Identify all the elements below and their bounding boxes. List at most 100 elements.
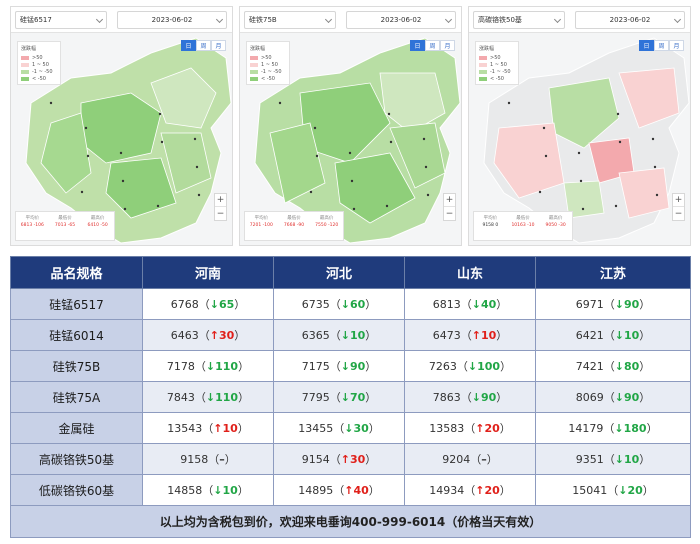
paren-open: （ bbox=[603, 298, 615, 311]
date-select[interactable]: 2023-06-02 bbox=[346, 10, 456, 29]
date-select-value: 2023-06-02 bbox=[609, 15, 651, 24]
city-marker bbox=[426, 193, 430, 197]
date-select[interactable]: 2023-06-02 bbox=[117, 10, 227, 29]
province-region[interactable] bbox=[160, 132, 212, 194]
price-change: 110 bbox=[215, 360, 239, 373]
province-region[interactable] bbox=[618, 167, 670, 219]
price-value: 6473 bbox=[432, 329, 461, 342]
city-marker bbox=[123, 207, 127, 211]
date-select[interactable]: 2023-06-02 bbox=[575, 10, 685, 29]
table-row: 硅锰6517 6768（↓65） 6735（↓60） 6813（↓40） 6971（↓9… bbox=[10, 288, 691, 320]
price-change: 90 bbox=[480, 391, 497, 404]
price-cell: 6365（↓10） bbox=[273, 319, 405, 351]
zoom-in-button[interactable]: + bbox=[444, 195, 455, 207]
period-tab[interactable]: 日 bbox=[410, 40, 425, 51]
paren-close: ） bbox=[499, 422, 511, 435]
header-product: 品名规格 bbox=[10, 256, 143, 289]
price-cell: 13455（↓30） bbox=[273, 412, 405, 444]
period-tab[interactable]: 月 bbox=[669, 40, 684, 51]
stat-label: 最低价 bbox=[287, 216, 301, 221]
zoom-out-button[interactable]: − bbox=[216, 208, 225, 219]
price-cell: 6473（↑10） bbox=[404, 319, 536, 351]
zoom-out-button[interactable]: − bbox=[445, 208, 454, 219]
zoom-control: + − bbox=[214, 193, 227, 221]
province-region[interactable] bbox=[269, 122, 326, 204]
province-region[interactable] bbox=[389, 122, 446, 189]
paren-close: ） bbox=[500, 360, 512, 373]
city-marker bbox=[422, 137, 426, 141]
city-marker bbox=[156, 204, 160, 208]
city-marker bbox=[121, 179, 125, 183]
period-tab[interactable]: 日 bbox=[639, 40, 654, 51]
legend-swatch bbox=[250, 62, 258, 67]
stat-item: 最高价 9050 -30 bbox=[539, 215, 572, 240]
legend-item: >50 bbox=[21, 54, 57, 61]
arrow-down-icon: ↓ bbox=[340, 360, 350, 373]
province-region[interactable] bbox=[563, 180, 605, 219]
product-name: 低碳铬铁60基 bbox=[10, 474, 143, 506]
stat-value: 10163 -10 bbox=[511, 223, 535, 228]
paren-close: ） bbox=[234, 329, 246, 342]
province-region[interactable] bbox=[379, 72, 446, 134]
province-map[interactable] bbox=[11, 33, 233, 246]
price-change: 20 bbox=[484, 422, 500, 435]
arrow-down-icon: ↓ bbox=[618, 484, 628, 497]
product-select[interactable]: 高碳铬铁50基 bbox=[473, 10, 565, 29]
city-marker bbox=[193, 137, 197, 141]
province-map[interactable] bbox=[240, 33, 462, 246]
product-name: 硅铁75A bbox=[10, 381, 143, 413]
price-change: 80 bbox=[623, 360, 640, 373]
city-marker bbox=[309, 190, 313, 194]
footer-note: 以上均为含税包到价，欢迎来电垂询400-999-6014（价格当天有效） bbox=[10, 505, 691, 538]
province-region[interactable] bbox=[150, 67, 217, 129]
period-tab[interactable]: 周 bbox=[425, 40, 440, 51]
city-marker bbox=[538, 190, 542, 194]
period-tab[interactable]: 月 bbox=[440, 40, 455, 51]
city-marker bbox=[581, 207, 585, 211]
paren-close: ） bbox=[365, 391, 377, 404]
product-select[interactable]: 硅锰6517 bbox=[15, 10, 107, 29]
product-select[interactable]: 硅铁75B bbox=[244, 10, 336, 29]
legend-label: < -50 bbox=[32, 75, 46, 82]
zoom-out-button[interactable]: − bbox=[674, 208, 683, 219]
paren-close: ） bbox=[486, 453, 498, 466]
table-row: 硅铁75B 7178（↓110） 7175（↓90） 7263（↓100） 7421（↓… bbox=[10, 350, 691, 382]
city-marker bbox=[160, 140, 164, 144]
price-value: 7795 bbox=[301, 391, 330, 404]
city-marker bbox=[542, 126, 546, 130]
map-legend: 涨跌幅 >50 1 ~ 50 -1 ~ -50 < -50 bbox=[246, 41, 290, 85]
province-region[interactable] bbox=[618, 67, 680, 129]
province-region[interactable] bbox=[105, 157, 177, 219]
zoom-in-button[interactable]: + bbox=[673, 195, 684, 207]
paren-close: ） bbox=[237, 484, 249, 497]
paren-close: ） bbox=[368, 484, 380, 497]
paren-open: （ bbox=[208, 453, 220, 466]
province-map[interactable] bbox=[469, 33, 691, 246]
legend-item: 1 ~ 50 bbox=[250, 61, 286, 68]
province-region[interactable] bbox=[493, 122, 565, 199]
product-name: 金属硅 bbox=[10, 412, 143, 444]
province-region[interactable] bbox=[40, 112, 92, 194]
period-tab[interactable]: 月 bbox=[211, 40, 226, 51]
city-marker bbox=[313, 126, 317, 130]
paren-close: ） bbox=[237, 422, 249, 435]
legend-label: -1 ~ -50 bbox=[490, 68, 511, 75]
paren-close: ） bbox=[238, 391, 250, 404]
zoom-in-button[interactable]: + bbox=[215, 195, 226, 207]
period-tab[interactable]: 日 bbox=[181, 40, 196, 51]
price-value: 13583 bbox=[429, 422, 465, 435]
stat-value: 7013 -65 bbox=[54, 223, 76, 228]
period-tab[interactable]: 周 bbox=[196, 40, 211, 51]
price-value: 7178 bbox=[166, 360, 195, 373]
price-value: 14179 bbox=[568, 422, 604, 435]
arrow-up-icon: ↑ bbox=[340, 453, 350, 466]
province-region[interactable] bbox=[334, 152, 416, 224]
chevron-down-icon bbox=[324, 15, 333, 23]
price-stats: 平均价 7201 -100 最低价 7668 -90 最高价 7550 -120 bbox=[244, 211, 344, 241]
table-row: 硅锰6014 6463（↑30） 6365（↓10） 6473（↑10） 6421（↓1… bbox=[10, 319, 691, 351]
legend-item: -1 ~ -50 bbox=[250, 68, 286, 75]
stat-value: 7201 -100 bbox=[249, 223, 273, 228]
arrow-down-icon: ↓ bbox=[614, 391, 624, 404]
period-tab[interactable]: 周 bbox=[654, 40, 669, 51]
stat-label: 最低价 bbox=[516, 216, 530, 221]
